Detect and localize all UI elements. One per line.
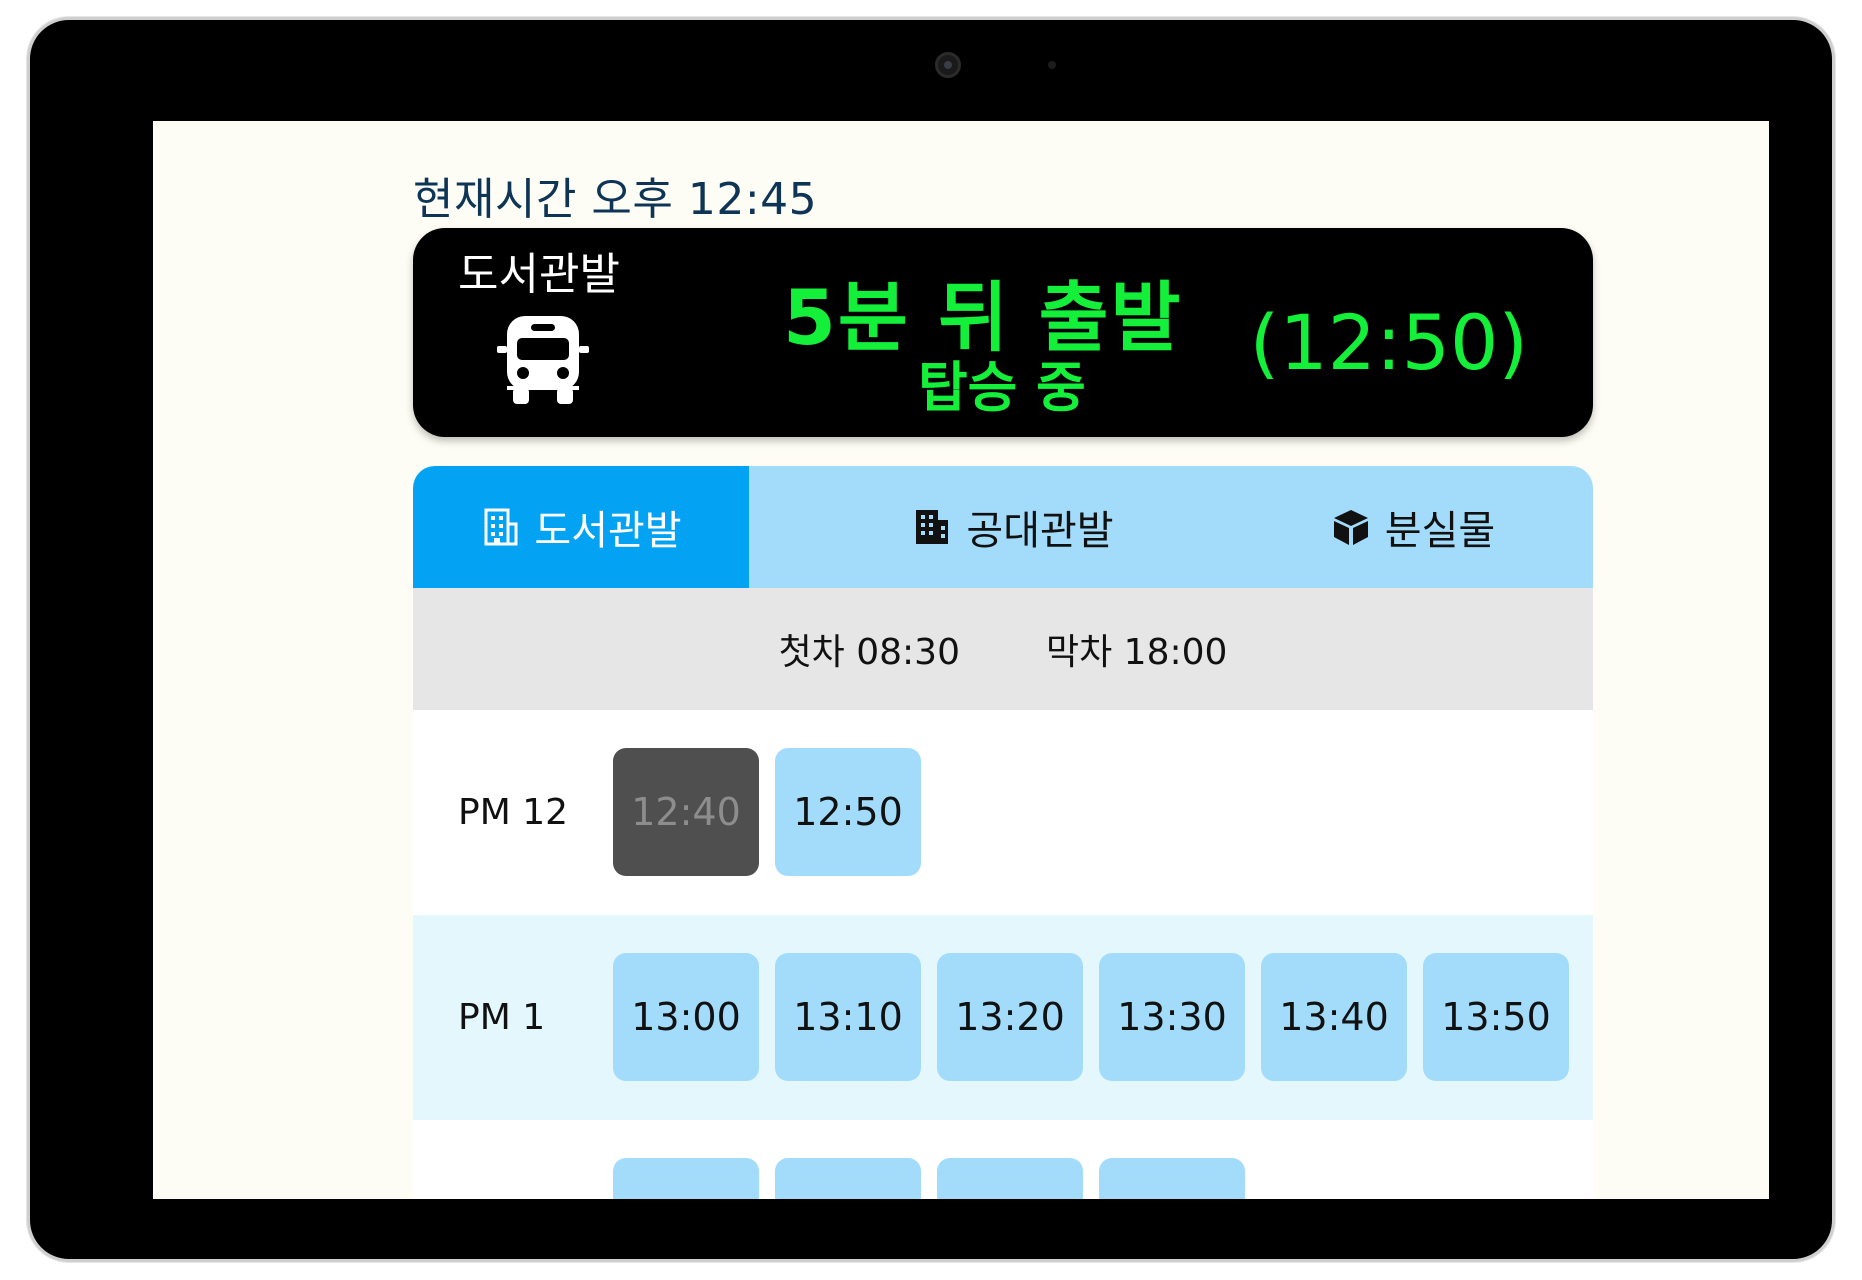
building-filled-icon xyxy=(916,510,949,544)
camera-icon xyxy=(935,52,961,78)
departure-time: (12:50) xyxy=(1249,298,1528,387)
box-icon xyxy=(1333,510,1368,545)
hour-row: PM 12 12:40 12:50 xyxy=(413,710,1593,915)
banner-stop-name: 도서관발 xyxy=(458,249,620,300)
hour-label: PM 1 xyxy=(458,997,546,1038)
building-outline-icon xyxy=(484,508,518,546)
tab-lost-found-label: 분실물 xyxy=(1384,508,1496,554)
service-hours: 첫차 08:30 막차 18:00 xyxy=(413,588,1593,710)
time-slot[interactable]: 13:30 xyxy=(1099,953,1245,1081)
time-slot[interactable] xyxy=(613,1158,759,1199)
tab-library-label: 도서관발 xyxy=(534,508,682,554)
bus-icon xyxy=(497,316,589,404)
app-screen: 현재시간 오후 12:45 도서관발 5분 뒤 출발 탑승 중 (12:50) xyxy=(153,121,1769,1199)
time-slot[interactable] xyxy=(937,1158,1083,1199)
current-time: 현재시간 오후 12:45 xyxy=(413,174,818,225)
tab-bar: 도서관발 공대관발 xyxy=(413,466,1593,588)
hour-row: PM 1 13:00 13:10 13:20 13:30 13:40 13:50 xyxy=(413,915,1593,1120)
time-slot[interactable]: 13:20 xyxy=(937,953,1083,1081)
departure-banner: 도서관발 5분 뒤 출발 탑승 중 (12:50) xyxy=(413,228,1593,437)
tab-library[interactable]: 도서관발 xyxy=(413,466,749,588)
tablet-frame: 현재시간 오후 12:45 도서관발 5분 뒤 출발 탑승 중 (12:50) xyxy=(27,17,1835,1262)
tab-lost-found[interactable]: 분실물 xyxy=(1233,466,1593,588)
time-slot[interactable] xyxy=(1099,1158,1245,1199)
time-slot[interactable] xyxy=(775,1158,921,1199)
departure-countdown: 5분 뒤 출발 xyxy=(783,273,1183,362)
tab-engineering[interactable]: 공대관발 xyxy=(833,466,1193,588)
time-slot[interactable]: 13:00 xyxy=(613,953,759,1081)
time-slot-past[interactable]: 12:40 xyxy=(613,748,759,876)
time-slot-next[interactable]: 12:50 xyxy=(775,748,921,876)
sensor-dot xyxy=(1048,61,1056,69)
hour-label: PM 12 xyxy=(458,792,569,833)
boarding-status: 탑승 중 xyxy=(918,356,1086,419)
time-slot[interactable]: 13:40 xyxy=(1261,953,1407,1081)
last-bus: 막차 18:00 xyxy=(1046,632,1228,673)
schedule-panel: 도서관발 공대관발 xyxy=(413,466,1593,1199)
first-bus: 첫차 08:30 xyxy=(778,632,960,673)
time-slot[interactable]: 13:10 xyxy=(775,953,921,1081)
hour-row xyxy=(413,1120,1593,1199)
tab-engineering-label: 공대관발 xyxy=(966,508,1114,554)
time-slot[interactable]: 13:50 xyxy=(1423,953,1569,1081)
